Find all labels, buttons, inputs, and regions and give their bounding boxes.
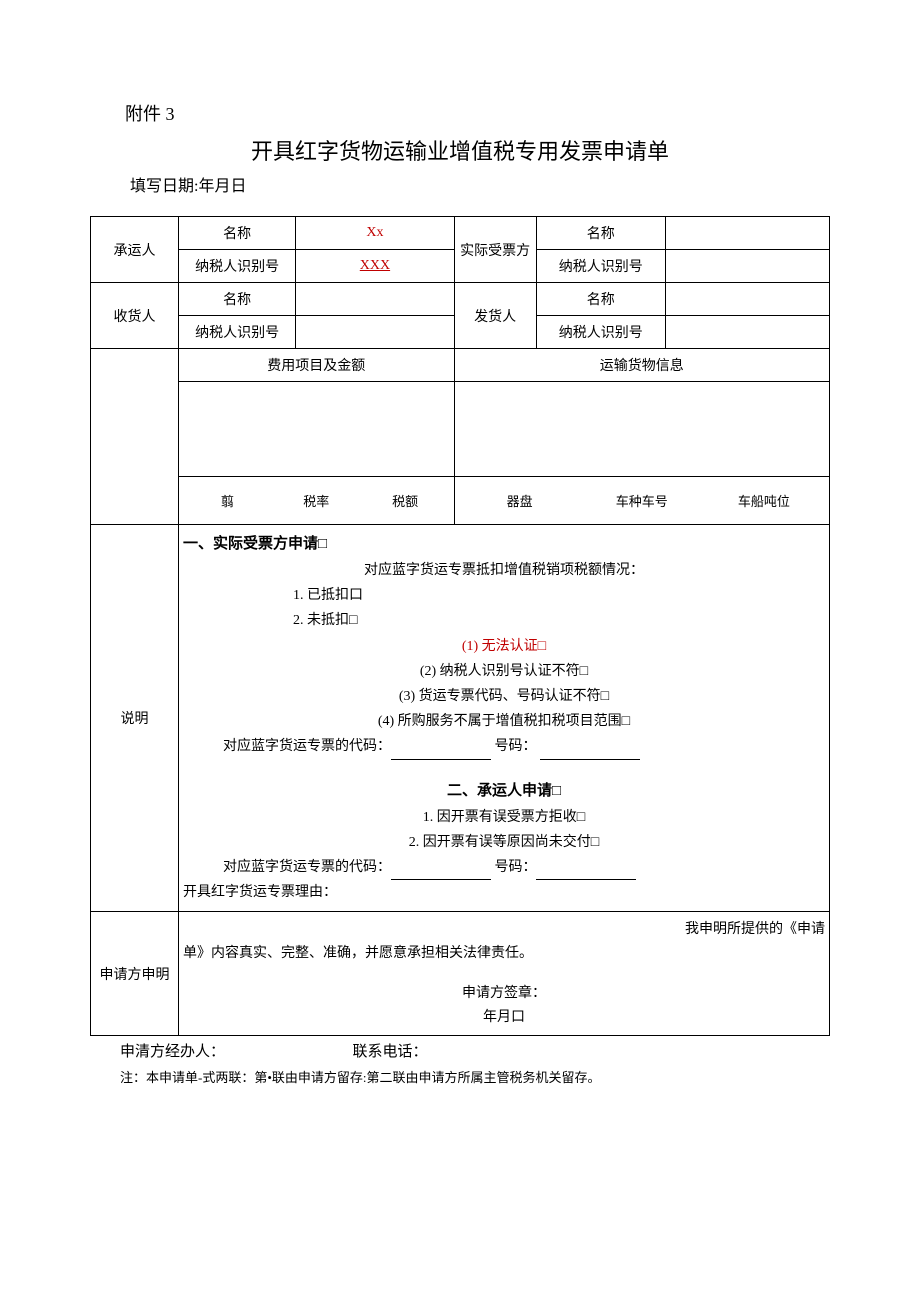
carrier-label: 承运人: [91, 217, 179, 283]
desc-opt2: 2. 未抵扣□: [183, 608, 825, 633]
desc-reason: 开具红字货运专票理由：: [183, 880, 825, 905]
desc-section2-title: 二、承运人申请□: [183, 778, 825, 805]
consigner-taxid-value: [665, 316, 829, 349]
desc-code2: 对应蓝字货运专票的代码： 号码：: [183, 855, 825, 880]
desc-code1: 对应蓝字货运专票的代码： 号码：: [183, 734, 825, 759]
decl-date: 年月口: [183, 1006, 825, 1030]
payee-name-label: 名称: [536, 217, 665, 250]
cargo-cols: 器盘 车种车号 车船吨位: [454, 477, 829, 525]
declaration-label: 申请方申明: [91, 912, 179, 1036]
consigner-label: 发货人: [454, 283, 536, 349]
cargo-section-header: 运输货物信息: [454, 349, 829, 382]
decl-texta: 我申明所提供的《申请: [183, 918, 825, 942]
attachment-label: 附件 3: [125, 100, 830, 126]
description-content: 一、实际受票方申请□ 对应蓝字货运专票抵扣增值税销项税额情况： 1. 已抵扣口 …: [178, 525, 829, 912]
carrier-taxid-label: 纳税人识别号: [178, 250, 295, 283]
payee-taxid-label: 纳税人识别号: [536, 250, 665, 283]
blank-left: [91, 349, 179, 525]
footer-note: 注：本申请单-式两联：第•联由申请方留存:第二联由申请方所属主管税务机关留存。: [120, 1067, 830, 1086]
main-title: 开具红字货物运输业增值税专用发票申请单: [90, 134, 830, 166]
consignee-taxid-label: 纳税人识别号: [178, 316, 295, 349]
desc-opt3: 1. 因开票有误受票方拒收□: [183, 805, 825, 830]
desc-line1: 对应蓝字货运专票抵扣增值税销项税额情况：: [183, 558, 825, 583]
desc-sub2: (2) 纳税人识别号认证不符□: [183, 659, 825, 684]
footer-handler-phone: 申清方经办人： 联系电话：: [120, 1040, 830, 1061]
fee-col-2: 税率: [272, 483, 361, 518]
fee-empty: [178, 382, 454, 477]
cargo-empty: [454, 382, 829, 477]
payee-name-value: [665, 217, 829, 250]
form-table: 承运人 名称 Xx 实际受票方 名称 纳税人识别号 XXX 纳税人识别号 收货人…: [90, 216, 830, 1036]
desc-sub1: (1) 无法认证□: [183, 634, 825, 659]
consignee-label: 收货人: [91, 283, 179, 349]
fee-col-3: 税额: [361, 483, 450, 518]
consigner-name-label: 名称: [536, 283, 665, 316]
desc-opt1: 1. 已抵扣口: [183, 583, 825, 608]
payee-label: 实际受票方: [454, 217, 536, 283]
cargo-col-2: 车种车号: [581, 483, 703, 518]
decl-sign: 申请方签章：: [183, 982, 825, 1006]
carrier-taxid-value: XXX: [296, 250, 454, 283]
desc-opt4: 2. 因开票有误等原因尚未交付□: [183, 830, 825, 855]
cargo-col-1: 器盘: [459, 483, 581, 518]
desc-section1-title: 一、实际受票方申请□: [183, 531, 825, 558]
consigner-taxid-label: 纳税人识别号: [536, 316, 665, 349]
cargo-col-3: 车船吨位: [703, 483, 825, 518]
declaration-content: 我申明所提供的《申请 单》内容真实、完整、准确，并愿意承担相关法律责任。 申请方…: [178, 912, 829, 1036]
consignee-name-value: [296, 283, 454, 316]
desc-sub4: (4) 所购服务不属于增值税扣税项目范围□: [183, 709, 825, 734]
desc-sub3: (3) 货运专票代码、号码认证不符□: [183, 684, 825, 709]
decl-textb: 单》内容真实、完整、准确，并愿意承担相关法律责任。: [183, 942, 825, 966]
payee-taxid-value: [665, 250, 829, 283]
consignee-name-label: 名称: [178, 283, 295, 316]
consignee-taxid-value: [296, 316, 454, 349]
fill-date: 填写日期:年月日: [130, 172, 830, 196]
fee-section-header: 费用项目及金额: [178, 349, 454, 382]
consigner-name-value: [665, 283, 829, 316]
carrier-name-value: Xx: [296, 217, 454, 250]
description-label: 说明: [91, 525, 179, 912]
carrier-name-label: 名称: [178, 217, 295, 250]
fee-col-1: 翦: [183, 483, 272, 518]
fee-cols: 翦 税率 税额: [178, 477, 454, 525]
